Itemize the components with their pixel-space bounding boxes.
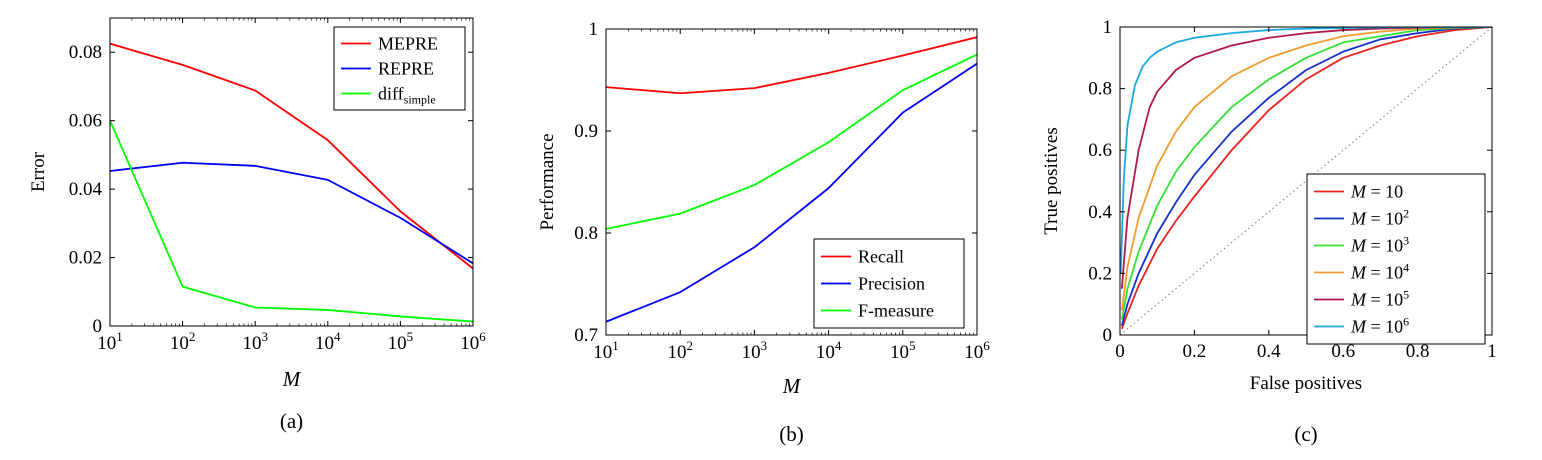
plot-frame	[605, 28, 978, 336]
plot-frame	[109, 17, 474, 327]
legend-label: diffsimple	[378, 84, 436, 107]
y-tick-label: 0	[93, 316, 103, 337]
legend-box	[813, 238, 965, 329]
y-tick-label: 0.4	[1088, 202, 1112, 223]
legend-label: M = 102	[1350, 207, 1409, 229]
x-tick-label: 0.6	[1331, 341, 1355, 362]
x-tick-label: 103	[242, 329, 268, 354]
series-line-1	[1121, 27, 1492, 330]
panel-caption: (b)	[779, 422, 804, 446]
legend-label: M = 103	[1350, 234, 1409, 256]
legend-label: REPRE	[378, 59, 434, 79]
y-tick-label: 0.06	[69, 111, 102, 132]
legend-label: M = 106	[1350, 315, 1409, 337]
series-line-3	[1120, 27, 1492, 320]
x-tick-label: 0.8	[1406, 341, 1430, 362]
plot-frame	[1119, 26, 1493, 336]
x-tick-label: 103	[742, 338, 768, 363]
x-tick-label: 102	[170, 329, 196, 354]
x-tick-label: 104	[315, 329, 341, 354]
chart-panel-1: 101 102 103 104 105 106 0 0.02 0.04 0.06 0.08 M Erro…	[28, 17, 486, 433]
panel-caption: (c)	[1294, 422, 1317, 446]
legend-box	[1306, 173, 1486, 345]
series-line-3	[606, 53, 977, 230]
legend-label: M = 105	[1350, 288, 1409, 310]
series-line-2	[110, 161, 473, 265]
y-axis-title: Performance	[537, 133, 558, 230]
legend: M = 10 M = 102 M = 103 M = 104 M = 105 M = 10…	[1306, 173, 1486, 345]
x-tick-label: 102	[667, 338, 693, 363]
legend-label: M = 10	[1350, 182, 1403, 202]
panel-caption: (a)	[280, 409, 303, 433]
y-axis-title: Error	[28, 151, 49, 192]
x-axis-title: M	[782, 374, 802, 398]
y-tick-label: 0.7	[574, 325, 598, 346]
series-line-2	[606, 62, 977, 323]
x-axis-title: False positives	[1250, 373, 1362, 394]
series-line-3	[110, 120, 473, 323]
x-tick-label: 101	[97, 329, 123, 354]
y-tick-label: 0.08	[69, 42, 102, 63]
legend-label: F-measure	[858, 301, 934, 321]
x-tick-label: 106	[460, 329, 486, 354]
legend: MEPRE REPRE diffsimple	[333, 26, 466, 111]
series-line-1	[110, 42, 473, 270]
chart-panel-2: 101 102 103 104 105 106 0.7 0.8 0.9 1 M Performance…	[537, 19, 990, 446]
x-tick-label: 105	[388, 329, 414, 354]
x-tick-label: 0	[1115, 341, 1125, 362]
y-tick-label: 0.6	[1088, 140, 1112, 161]
legend-label: Precision	[858, 274, 925, 294]
x-tick-label: 0.2	[1183, 341, 1207, 362]
x-tick-label: 0.4	[1257, 341, 1281, 362]
x-tick-label: 105	[890, 338, 916, 363]
y-tick-label: 0	[1103, 325, 1113, 346]
legend-label: Recall	[858, 247, 904, 267]
y-tick-label: 1	[1103, 17, 1113, 38]
legend: Recall Precision F-measure	[813, 238, 965, 329]
y-axis-title: True positives	[1041, 127, 1062, 235]
legend-label: MEPRE	[378, 34, 438, 54]
y-tick-label: 0.8	[574, 223, 598, 244]
legend-label: M = 104	[1350, 261, 1409, 283]
y-tick-label: 0.9	[574, 121, 598, 142]
x-axis-title: M	[282, 367, 302, 391]
x-tick-label: 104	[816, 338, 842, 363]
y-tick-label: 0.2	[1088, 263, 1112, 284]
chart-panel-3: 0 0.2 0.4 0.6 0.8 1 0 0.2 0.4 0.6 0.8 1 False positi…	[1041, 17, 1497, 446]
y-tick-label: 0.04	[69, 179, 103, 200]
series-line-1	[606, 36, 977, 95]
y-tick-label: 0.02	[69, 248, 102, 269]
x-tick-label: 106	[964, 338, 990, 363]
x-tick-label: 1	[1487, 341, 1497, 362]
y-tick-label: 0.8	[1088, 79, 1112, 100]
series-line-2	[1120, 27, 1492, 326]
series-line-4	[1120, 27, 1492, 311]
x-tick-label: 101	[593, 338, 619, 363]
y-tick-label: 1	[589, 19, 599, 40]
